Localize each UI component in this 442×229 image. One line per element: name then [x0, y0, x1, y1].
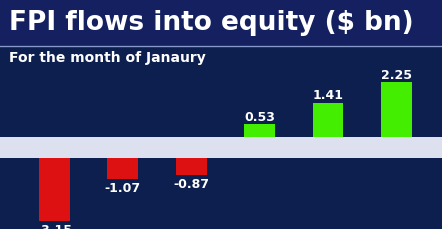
- Bar: [176, 158, 206, 176]
- Text: FPI flows into equity ($ bn): FPI flows into equity ($ bn): [9, 10, 413, 36]
- Bar: [381, 83, 412, 138]
- Bar: [107, 158, 138, 180]
- Text: -0.87: -0.87: [173, 178, 209, 191]
- Text: India: India: [37, 142, 72, 155]
- Text: 2.25: 2.25: [381, 68, 412, 82]
- Bar: [39, 158, 70, 221]
- Text: Taiwan: Taiwan: [304, 142, 352, 155]
- Text: 1.41: 1.41: [312, 89, 343, 102]
- Text: Indonesia: Indonesia: [225, 142, 293, 155]
- Text: -1.07: -1.07: [105, 182, 141, 194]
- Bar: [312, 103, 343, 138]
- Text: -3.15: -3.15: [36, 223, 72, 229]
- Text: Brazil: Brazil: [103, 142, 143, 155]
- Bar: [244, 125, 275, 138]
- Text: 0.53: 0.53: [244, 111, 275, 124]
- Text: Thailand: Thailand: [161, 142, 221, 155]
- Text: For the month of Janaury: For the month of Janaury: [9, 51, 206, 65]
- Text: S.Korea: S.Korea: [369, 142, 424, 155]
